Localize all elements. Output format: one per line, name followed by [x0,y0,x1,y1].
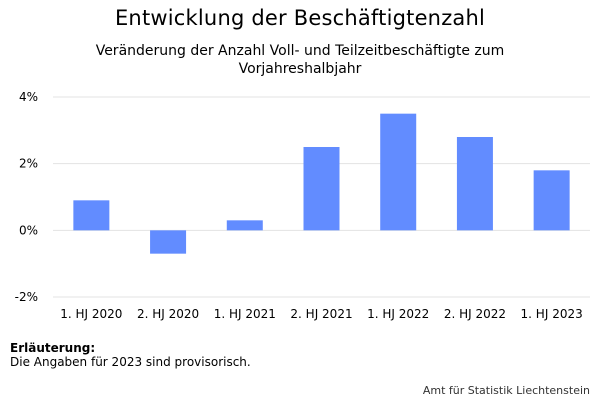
bar [303,147,340,231]
bar [73,200,110,231]
y-tick-label: 0% [19,223,38,237]
y-tick-label: -2% [15,290,38,304]
y-tick-label: 2% [19,157,38,171]
bars [73,113,570,254]
x-tick-label: 2. HJ 2020 [137,307,199,321]
bar [456,137,493,231]
note-title: Erläuterung: [10,341,96,355]
bar [226,220,263,231]
x-tick-label: 1. HJ 2023 [521,307,583,321]
bar [380,113,417,231]
bar [533,170,570,231]
x-tick-label: 1. HJ 2021 [214,307,276,321]
bar [150,230,187,254]
axis-labels: -2% 0% 2% 4% 1. HJ 2020 2. HJ 2020 1. HJ 2021 2… [15,90,583,321]
chart-subtitle: Veränderung der Anzahl Voll- und Teilzei… [95,43,505,77]
chart-title: Entwicklung der Beschäftigtenzahl [114,6,486,30]
x-tick-label: 2. HJ 2021 [290,307,352,321]
x-tick-label: 2. HJ 2022 [444,307,506,321]
x-tick-label: 1. HJ 2020 [60,307,122,321]
source-credit: Amt für Statistik Liechtenstein [422,384,590,397]
y-tick-label: 4% [19,90,38,104]
note-text: Die Angaben für 2023 sind provisorisch. [10,355,251,369]
x-tick-label: 1. HJ 2022 [367,307,429,321]
